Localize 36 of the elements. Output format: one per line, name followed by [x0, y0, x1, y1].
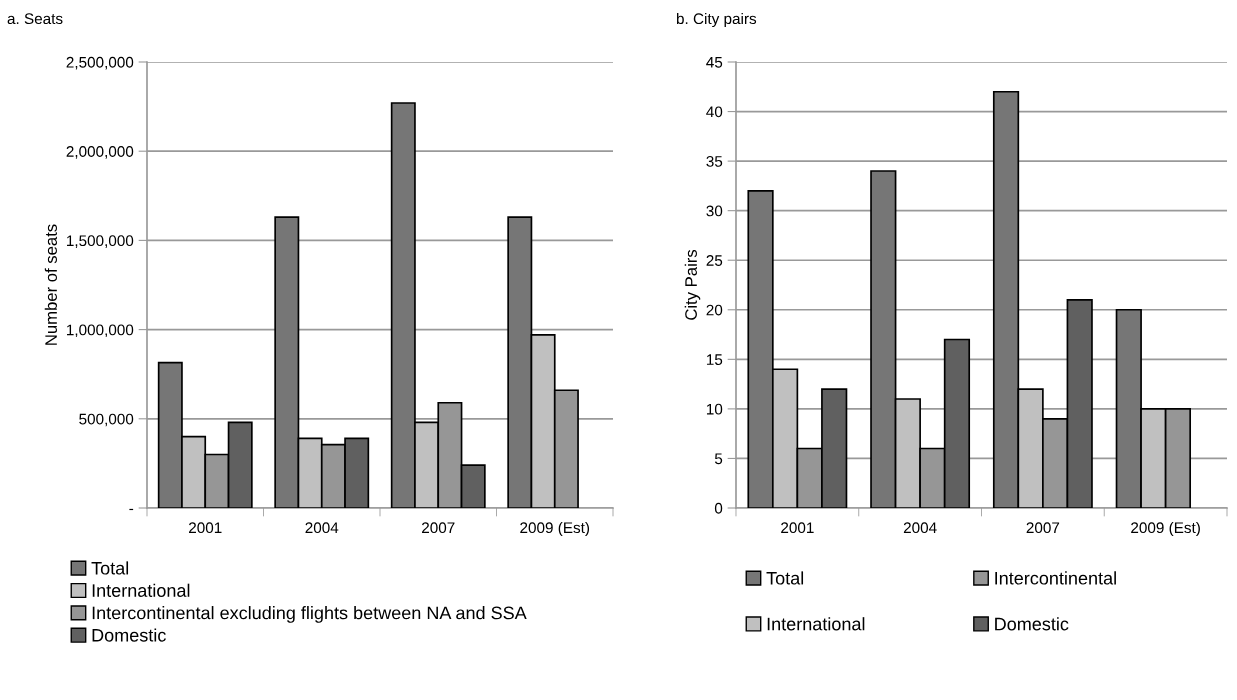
y-tick-label: 35: [706, 155, 723, 167]
y-tick-label: 2,500,000: [66, 56, 134, 70]
y-tick-label: 1,500,000: [67, 235, 134, 248]
y-tick-label: -: [129, 508, 134, 511]
y-tick-label: 2,000,000: [66, 146, 134, 159]
legend-label: Total: [766, 571, 804, 585]
chart-title: b. City pairs: [676, 12, 757, 28]
y-tick-label: 15: [706, 354, 723, 366]
y-axis-title: City Pairs: [684, 249, 701, 320]
legend-label: International: [767, 617, 865, 631]
y-tick-label: 500,000: [79, 413, 134, 427]
y-tick-label: 20: [706, 304, 723, 316]
legend-label: International: [92, 583, 190, 597]
chart-title: a. Seats: [7, 13, 63, 25]
y-tick-label: 45: [706, 57, 723, 68]
y-tick-label: 40: [706, 106, 723, 118]
legend-label: Total: [91, 561, 129, 575]
x-tick-label: 2009 (Est): [520, 521, 590, 537]
x-tick-label: 2004: [305, 522, 339, 534]
y-tick-label: 25: [706, 255, 723, 266]
legend-label: Domestic: [92, 628, 166, 642]
legend-label: Domestic: [995, 617, 1069, 631]
legend-label: Intercontinental: [995, 571, 1116, 585]
y-tick-label: 0: [714, 502, 723, 514]
y-tick-label: 5: [714, 453, 723, 465]
y-axis-title: Number of seats: [44, 224, 57, 345]
x-tick-label: 2004: [903, 522, 937, 534]
y-tick-label: 30: [706, 205, 723, 217]
y-tick-label: 1,000,000: [67, 324, 134, 338]
y-tick-label: 10: [706, 403, 723, 415]
legend-label: Intercontinental excluding flights between NA and SSA: [92, 606, 527, 623]
x-tick-label: 2001: [189, 522, 222, 534]
x-tick-label: 2007: [1026, 522, 1060, 534]
x-tick-label: 2009 (Est): [1131, 521, 1200, 537]
x-tick-label: 2007: [422, 522, 455, 534]
x-tick-label: 2001: [781, 522, 814, 534]
